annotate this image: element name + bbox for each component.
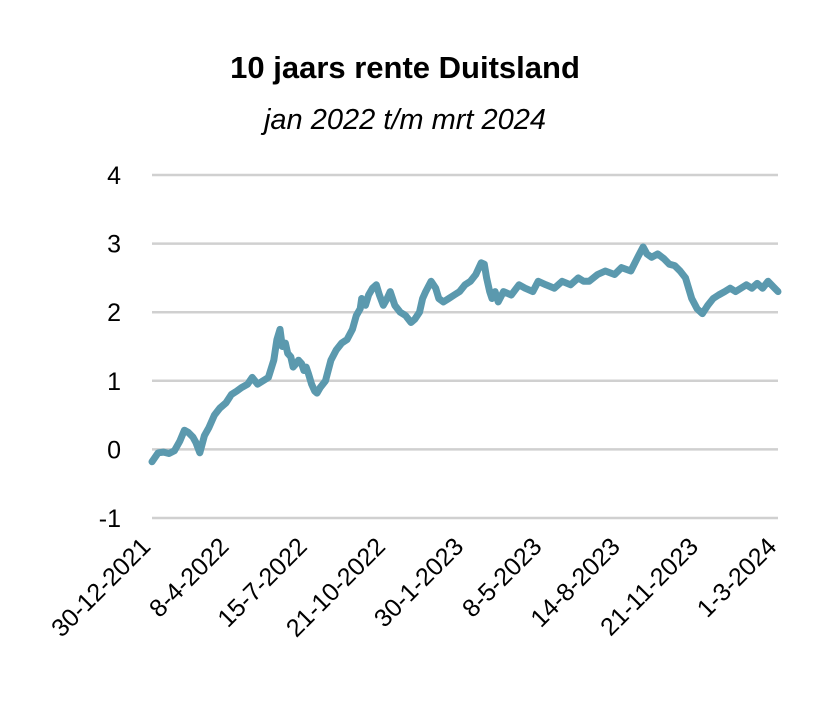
y-tick-label: 2 <box>107 299 121 327</box>
y-tick-label: 4 <box>107 162 121 190</box>
y-tick-label: 3 <box>107 231 121 259</box>
x-axis-ticks: 30-12-20218-4-202215-7-202221-10-202230-… <box>46 532 782 642</box>
x-tick-label: 1-3-2024 <box>692 532 783 623</box>
grid-lines <box>152 173 778 520</box>
y-axis-ticks: 4 3 2 1 0 -1 <box>99 162 121 533</box>
y-tick-label: 1 <box>107 368 121 396</box>
chart-title: 10 jaars rente Duitsland <box>230 50 580 85</box>
series-line <box>148 243 782 466</box>
x-tick-label: 30-12-2021 <box>46 532 156 642</box>
chart-subtitle: jan 2022 t/m mrt 2024 <box>263 104 547 136</box>
series-layer <box>148 243 782 466</box>
y-tick-label: -1 <box>99 505 121 533</box>
y-tick-label: 0 <box>107 436 121 464</box>
